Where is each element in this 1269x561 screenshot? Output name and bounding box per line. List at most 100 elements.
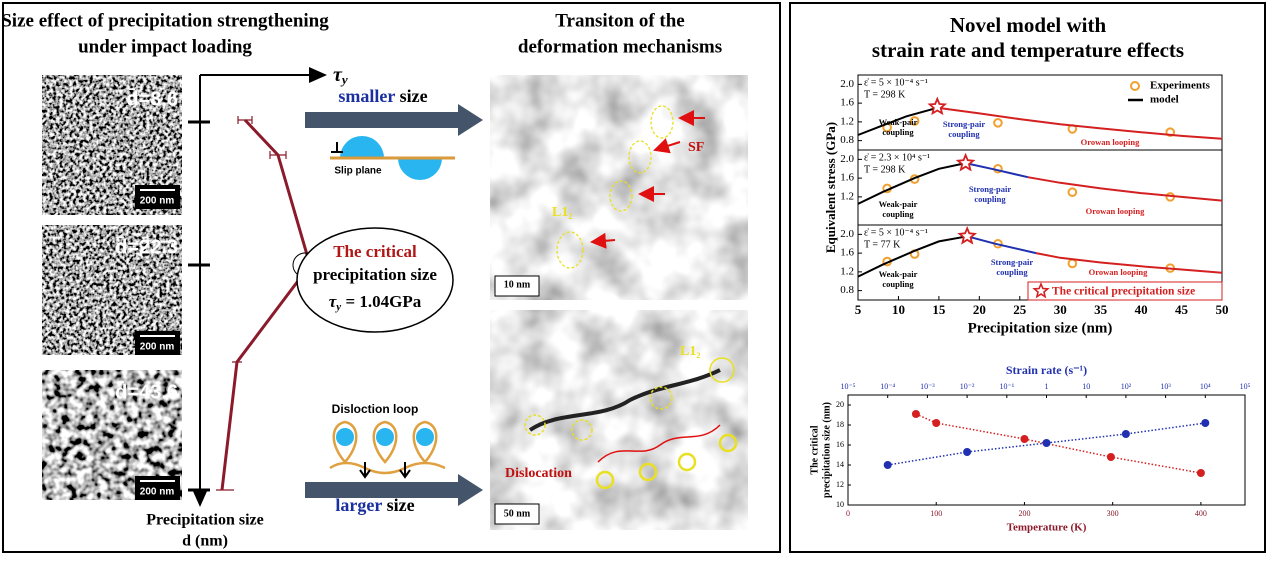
y-tick-label: 12 [836,480,844,489]
subscript: y [334,301,341,313]
x-tick-label: 15 [932,302,946,317]
critical-star [957,225,978,245]
precipitate [340,136,384,158]
micrograph-label: d̄=22.3 [115,236,178,258]
model-line [857,106,938,136]
callout-text: precipitation size [313,265,437,284]
point [1020,435,1029,443]
point [1201,419,1210,427]
temperature-label: T = 77 K [864,239,901,250]
model-line [857,235,968,278]
x2-tick-label: 10⁻⁵ [840,382,855,391]
y-tick-label: 1.6 [840,172,854,184]
x2-tick-label: 10⁻³ [920,382,935,391]
y-tick-label: 1.2 [840,265,854,277]
arrow [305,474,483,506]
point [1121,430,1130,438]
y-tick-label: 1.6 [840,97,854,109]
slip-plane-label: Slip plane [334,166,382,177]
y-tick-label: 1.6 [840,247,854,259]
precipitate-outlines [524,357,738,490]
model-line [937,106,1223,140]
precipitate [416,428,434,446]
experiment-point [909,116,920,126]
loop-label: Disloction loop [332,402,419,416]
scale-text: 200 nm [140,487,175,498]
precipitate [336,428,354,446]
x2-tick-label: 1 [1045,382,1049,391]
legend-label: Experiments [1150,80,1211,92]
plot-frame [847,394,1246,506]
model-line [965,162,1029,179]
rest: size [395,86,427,106]
annotation: Weak-pair [879,199,918,209]
critical-legend-box [1027,281,1223,301]
y-tick-label: 0.8 [840,284,854,296]
right-frame [789,2,1266,553]
y-tick-label: 18 [836,420,844,429]
callout [296,227,454,333]
strength-curve [216,116,312,491]
experiment-point [1067,187,1078,197]
annotation: Strong-pair [969,184,1012,194]
x-tick-label: 100 [930,509,942,518]
point [1042,439,1051,447]
point [932,419,941,427]
callout-text: The critical [333,242,417,261]
x2-tick-label: 10⁻¹ [999,382,1014,391]
x2-tick-label: 10 [1082,382,1090,391]
left-title: Size effect of precipitation strengtheni… [1,10,329,31]
model-line [1035,252,1223,274]
rate-label: ε̇ = 2.3 × 10⁴ s⁻¹ [864,152,930,163]
point [911,410,920,418]
model-line [857,162,966,205]
phase-label: L1₂ [552,205,573,220]
point [963,448,972,456]
y-tick-label: 1.2 [840,190,854,202]
x-tick-label: 30 [1054,302,1067,317]
critical-star [955,152,976,172]
micrograph-label: d̄=8.6 [126,88,178,110]
annotation: coupling [948,129,980,139]
annotation: Orowan looping [1086,206,1145,216]
y-tick-label: 16 [836,440,844,449]
y-tick-label: 20 [836,400,844,409]
sf-label: SF [688,140,704,155]
scale-text: 10 nm [504,279,531,290]
point [883,461,892,469]
dislocation-line [329,461,446,475]
precipitate-outlines [556,105,674,269]
dislocation-label: Dislocation [505,466,572,481]
micrograph-label: d̄=43.6 [115,381,178,403]
annotation: coupling [974,194,1006,204]
annotation: Orowan looping [1081,137,1140,147]
sf-arrows [590,110,705,249]
y-tick-label: 14 [836,460,844,469]
subscript: y [340,72,348,87]
critical-star [927,96,948,116]
y-tick-label: 2.0 [840,153,854,165]
rest: size [382,495,414,515]
phase-label: L1₂ [680,344,701,359]
y-tick-label: 2.0 [840,78,854,90]
dislocation-symbol [331,142,343,153]
trend-line [887,422,1206,466]
highlight: larger [335,495,382,515]
x-axis-label: Temperature (K) [1007,522,1087,534]
x-tick-label: 300 [1107,509,1119,518]
highlight: smaller [338,86,395,106]
y-tick-label: 1.2 [840,115,854,127]
y-tick-label: 10 [836,500,844,509]
symbol: τ [333,64,343,86]
x-tick-label: 45 [1175,302,1189,317]
annotation: coupling [882,279,914,289]
callout-formula: τy = 1.04GPa [329,292,422,313]
tem-image [490,310,748,530]
precipitate [398,158,442,180]
arrow-label: smaller size [338,86,427,106]
tem-image [490,75,748,300]
temperature-label: T = 298 K [864,164,906,175]
annotation: coupling [882,209,914,219]
arrow [305,104,483,136]
